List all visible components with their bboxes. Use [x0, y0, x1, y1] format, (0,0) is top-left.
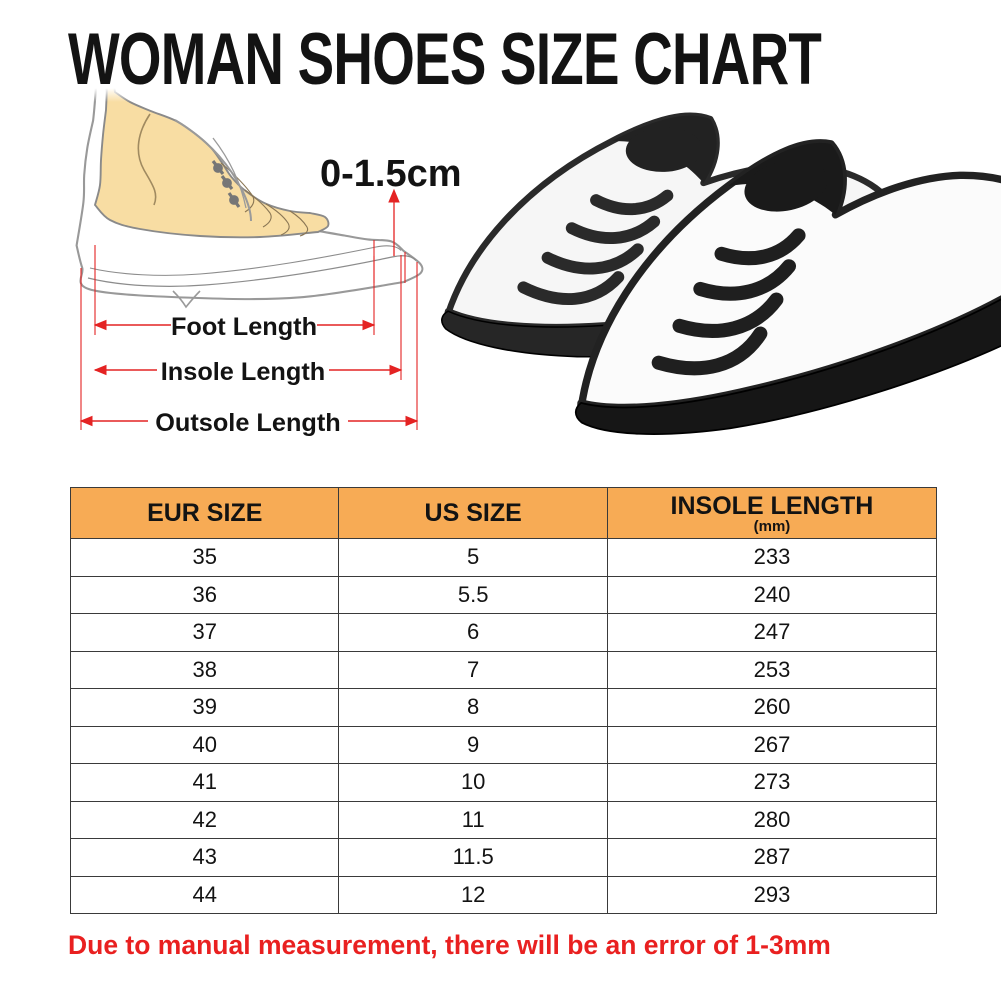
svg-text:Foot Length: Foot Length — [171, 313, 317, 341]
svg-text:Insole Length: Insole Length — [161, 358, 325, 386]
svg-text:Outsole Length: Outsole Length — [155, 409, 341, 437]
